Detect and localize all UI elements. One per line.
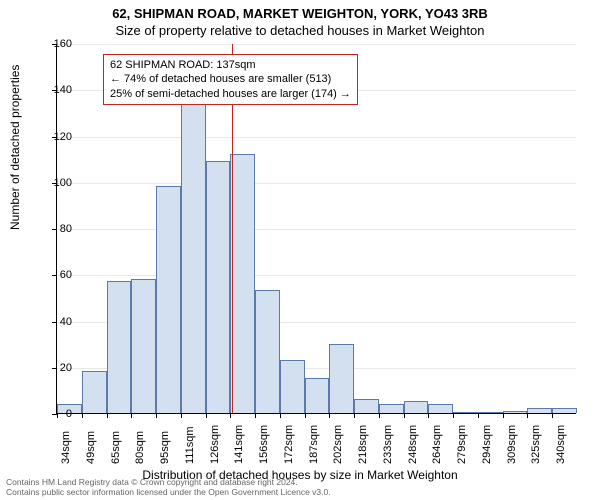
histogram-bar — [404, 401, 429, 413]
xtick-mark — [255, 413, 256, 418]
ytick-label: 60 — [32, 269, 72, 281]
xtick-mark — [305, 413, 306, 418]
y-axis-label: Number of detached properties — [8, 65, 22, 230]
histogram-bar — [230, 154, 255, 413]
xtick-mark — [107, 413, 108, 418]
histogram-bar — [329, 344, 354, 413]
histogram-bar — [379, 404, 404, 413]
xtick-mark — [503, 413, 504, 418]
ytick-label: 40 — [32, 316, 72, 328]
histogram-bar — [453, 412, 478, 413]
histogram-bar — [206, 161, 231, 413]
xtick-mark — [181, 413, 182, 418]
histogram-bar — [527, 408, 552, 413]
histogram-bar — [156, 186, 181, 413]
histogram-bar — [280, 360, 305, 413]
xtick-mark — [82, 413, 83, 418]
histogram-bar — [503, 411, 528, 413]
xtick-mark — [379, 413, 380, 418]
xtick-mark — [527, 413, 528, 418]
xtick-mark — [329, 413, 330, 418]
gridline — [57, 137, 576, 138]
plot-area: 62 SHIPMAN ROAD: 137sqm← 74% of detached… — [56, 44, 576, 414]
footer-attribution: Contains HM Land Registry data © Crown c… — [6, 478, 331, 498]
histogram-bar — [305, 378, 330, 413]
ytick-label: 80 — [32, 223, 72, 235]
xtick-mark — [131, 413, 132, 418]
xtick-mark — [428, 413, 429, 418]
callout-line1: 62 SHIPMAN ROAD: 137sqm — [110, 58, 351, 72]
xtick-mark — [354, 413, 355, 418]
xtick-mark — [552, 413, 553, 418]
ytick-label: 100 — [32, 177, 72, 189]
histogram-bar — [181, 94, 206, 413]
gridline — [57, 275, 576, 276]
histogram-bar — [354, 399, 379, 413]
ytick-label: 0 — [32, 408, 72, 420]
histogram-bar — [478, 412, 503, 413]
xtick-mark — [404, 413, 405, 418]
ytick-label: 20 — [32, 362, 72, 374]
gridline — [57, 44, 576, 45]
histogram-bar — [552, 408, 577, 413]
chart-title-address: 62, SHIPMAN ROAD, MARKET WEIGHTON, YORK,… — [0, 0, 600, 21]
ytick-label: 120 — [32, 131, 72, 143]
ytick-label: 160 — [32, 38, 72, 50]
callout-box: 62 SHIPMAN ROAD: 137sqm← 74% of detached… — [103, 54, 358, 105]
xtick-mark — [230, 413, 231, 418]
footer-line2: Contains public sector information licen… — [6, 488, 331, 498]
xtick-mark — [478, 413, 479, 418]
callout-line2: ← 74% of detached houses are smaller (51… — [110, 72, 351, 86]
xtick-mark — [280, 413, 281, 418]
gridline — [57, 183, 576, 184]
callout-line3: 25% of semi-detached houses are larger (… — [110, 87, 351, 101]
ytick-label: 140 — [32, 84, 72, 96]
gridline — [57, 229, 576, 230]
chart-title-desc: Size of property relative to detached ho… — [0, 21, 600, 38]
histogram-bar — [107, 281, 132, 413]
histogram-bar — [131, 279, 156, 413]
xtick-mark — [206, 413, 207, 418]
histogram-bar — [255, 290, 280, 413]
xtick-mark — [453, 413, 454, 418]
histogram-bar — [428, 404, 453, 413]
chart-area: 62 SHIPMAN ROAD: 137sqm← 74% of detached… — [56, 44, 576, 414]
xtick-mark — [156, 413, 157, 418]
histogram-bar — [82, 371, 107, 413]
